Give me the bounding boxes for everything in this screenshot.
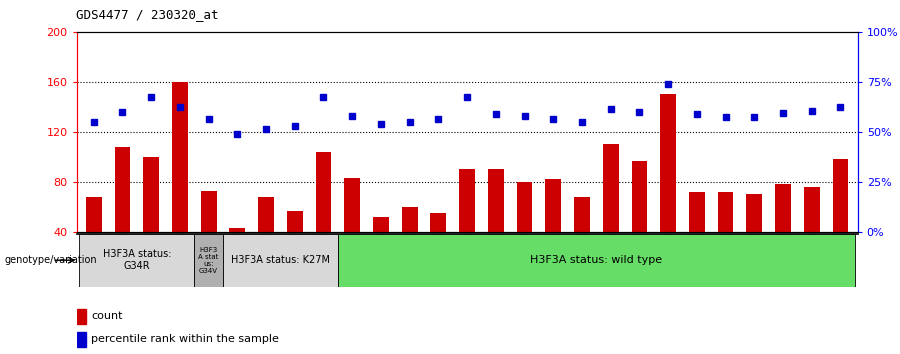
Bar <box>258 197 274 282</box>
Bar <box>432 233 445 282</box>
Bar <box>174 233 186 282</box>
Text: H3F3A status:
G34R: H3F3A status: G34R <box>103 249 171 271</box>
Bar <box>603 144 618 282</box>
Bar <box>689 192 705 282</box>
Bar <box>318 233 329 282</box>
Bar <box>746 194 762 282</box>
Bar <box>346 233 358 282</box>
Bar <box>403 233 416 282</box>
Bar <box>430 213 446 282</box>
Text: genotype/variation: genotype/variation <box>4 255 97 265</box>
Bar <box>547 233 559 282</box>
Bar <box>260 233 272 282</box>
Bar <box>79 234 194 287</box>
Bar <box>172 82 188 282</box>
Text: GDS4477 / 230320_at: GDS4477 / 230320_at <box>76 8 219 21</box>
Bar <box>345 178 360 282</box>
Bar <box>145 233 158 282</box>
Text: H3F3
A stat
us:
G34V: H3F3 A stat us: G34V <box>198 247 219 274</box>
Bar <box>373 217 389 282</box>
Bar <box>719 233 732 282</box>
Text: H3F3A status: wild type: H3F3A status: wild type <box>530 255 662 265</box>
Bar <box>289 233 301 282</box>
Bar <box>717 192 734 282</box>
Bar <box>634 233 645 282</box>
Bar <box>834 233 847 282</box>
Bar <box>338 234 855 287</box>
Bar <box>375 233 387 282</box>
Text: percentile rank within the sample: percentile rank within the sample <box>92 335 279 344</box>
Bar <box>76 309 86 324</box>
Bar <box>775 184 791 282</box>
Bar <box>316 152 331 282</box>
Bar <box>574 197 590 282</box>
Bar <box>748 233 760 282</box>
Bar <box>401 207 418 282</box>
Bar <box>806 233 818 282</box>
Bar <box>661 95 676 282</box>
Bar <box>576 233 588 282</box>
Bar <box>231 233 243 282</box>
Bar <box>777 233 789 282</box>
Bar <box>545 179 562 282</box>
Bar <box>490 233 502 282</box>
Bar <box>459 169 475 282</box>
Bar <box>488 169 504 282</box>
Bar <box>114 147 130 282</box>
Bar <box>832 159 849 282</box>
Bar <box>116 233 129 282</box>
Bar <box>605 233 617 282</box>
Bar <box>87 233 100 282</box>
Text: H3F3A status: K27M: H3F3A status: K27M <box>231 255 330 265</box>
Bar <box>518 233 531 282</box>
Bar <box>143 157 159 282</box>
Bar <box>691 233 703 282</box>
Bar <box>287 211 302 282</box>
Bar <box>86 197 102 282</box>
Bar <box>201 190 217 282</box>
Bar <box>517 182 533 282</box>
Bar <box>461 233 473 282</box>
Bar <box>76 332 86 347</box>
Bar <box>202 233 215 282</box>
Bar <box>804 187 820 282</box>
Bar <box>230 228 245 282</box>
Bar <box>223 234 338 287</box>
Bar <box>662 233 674 282</box>
Text: count: count <box>92 312 122 321</box>
Bar <box>194 234 223 287</box>
Bar <box>632 161 647 282</box>
